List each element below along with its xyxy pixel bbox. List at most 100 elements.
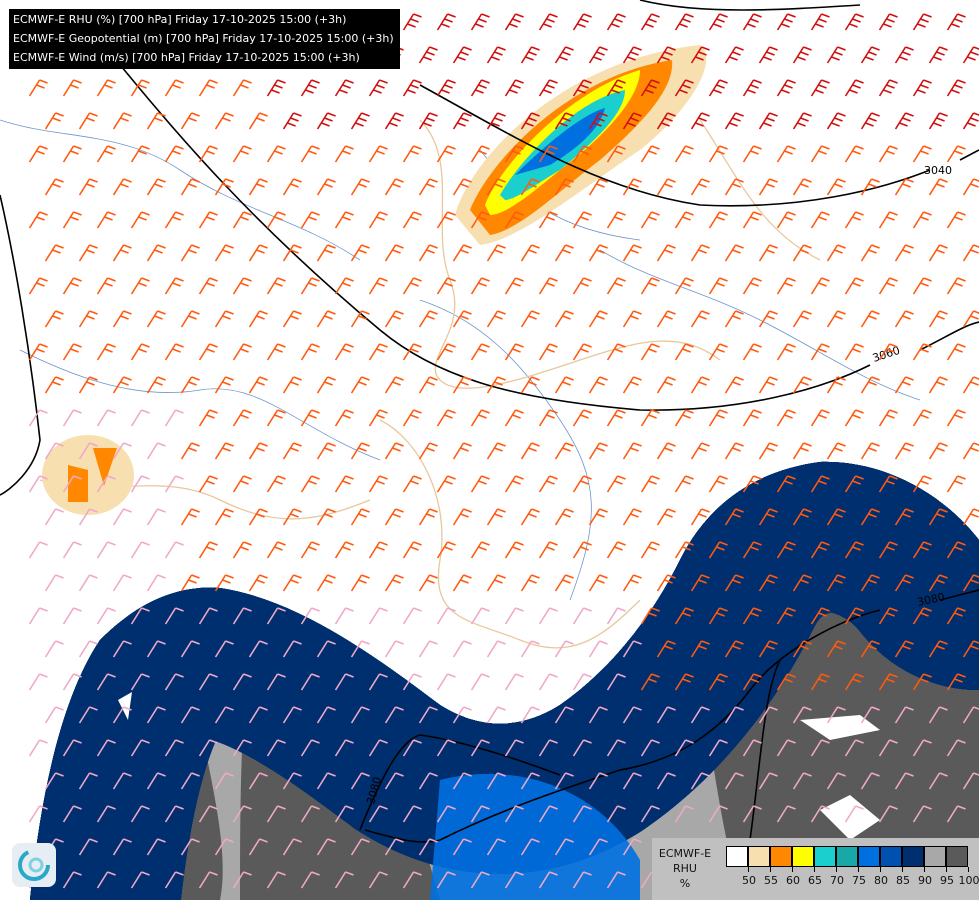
wind-barb	[912, 475, 932, 493]
wind-barb	[810, 13, 830, 31]
wind-barb	[504, 739, 524, 757]
wind-barb	[588, 772, 608, 790]
wind-barb	[860, 508, 880, 526]
wind-barb	[130, 343, 150, 361]
wind-barb	[402, 541, 422, 559]
wind-barb	[44, 178, 64, 196]
wind-barb	[690, 310, 710, 328]
wind-barb	[690, 772, 710, 790]
wind-barb	[44, 442, 64, 460]
wind-barb	[606, 79, 626, 97]
wind-barb	[300, 277, 320, 295]
wind-barb	[316, 508, 336, 526]
wind-barb	[606, 871, 626, 889]
wind-barb	[418, 508, 438, 526]
wind-barb	[538, 673, 558, 691]
wind-barb	[266, 343, 286, 361]
wind-barb	[504, 409, 524, 427]
wind-barb	[112, 244, 132, 262]
wind-barb	[248, 244, 268, 262]
wind-barb	[572, 211, 592, 229]
wind-barb	[554, 310, 574, 328]
wind-barb	[826, 244, 846, 262]
wind-barb	[384, 376, 404, 394]
wind-barb	[708, 211, 728, 229]
wind-barb	[844, 739, 864, 757]
wind-barb	[588, 244, 608, 262]
wind-barb	[724, 244, 744, 262]
wind-barb	[572, 871, 592, 889]
wind-barb	[384, 310, 404, 328]
wind-barb	[622, 640, 642, 658]
wind-barb	[266, 607, 286, 625]
wind-barb	[572, 79, 592, 97]
wind-barb	[266, 79, 286, 97]
wind-barb	[912, 13, 932, 31]
wind-barb	[198, 871, 218, 889]
wind-barb	[844, 343, 864, 361]
wind-barb	[418, 178, 438, 196]
wind-barb	[130, 79, 150, 97]
wind-barb	[214, 442, 234, 460]
wind-barb	[130, 409, 150, 427]
wind-barb	[622, 838, 642, 856]
wind-barb	[504, 211, 524, 229]
wind-barb	[674, 541, 694, 559]
wind-barb	[112, 178, 132, 196]
wind-barb	[758, 772, 778, 790]
wind-barb	[504, 805, 524, 823]
wind-barb	[674, 739, 694, 757]
wind-barb	[588, 442, 608, 460]
wind-barb	[758, 112, 778, 130]
legend-tick-label: 70	[830, 874, 844, 887]
wind-barb	[724, 376, 744, 394]
wind-barb	[742, 673, 762, 691]
wind-barb	[520, 772, 540, 790]
legend-tick-mark	[814, 867, 815, 872]
wind-barb	[146, 376, 166, 394]
wind-barb	[962, 46, 979, 64]
wind-barb	[44, 244, 64, 262]
wind-barb	[860, 376, 880, 394]
wind-barb	[418, 244, 438, 262]
wind-barb	[214, 838, 234, 856]
wind-barb	[96, 739, 116, 757]
wind-barb	[928, 310, 948, 328]
wind-barb	[690, 178, 710, 196]
wind-barb	[368, 673, 388, 691]
contour-label: 3040	[924, 164, 952, 177]
wind-barb	[164, 211, 184, 229]
wind-barb	[894, 640, 914, 658]
wind-barb	[792, 112, 812, 130]
wind-barb	[130, 541, 150, 559]
wind-barb	[572, 805, 592, 823]
wind-barb	[504, 343, 524, 361]
wind-barb	[96, 79, 116, 97]
wind-barb	[62, 277, 82, 295]
wind-barb	[776, 739, 796, 757]
wind-barb	[742, 79, 762, 97]
wind-barb	[742, 145, 762, 163]
wind-barb	[368, 805, 388, 823]
wind-barb	[776, 211, 796, 229]
wind-barb	[538, 409, 558, 427]
wind-barb	[282, 640, 302, 658]
wind-barb	[78, 640, 98, 658]
wind-barb	[690, 508, 710, 526]
wind-barb	[742, 541, 762, 559]
legend-title-line: RHU	[673, 862, 697, 875]
wind-barb	[708, 475, 728, 493]
wind-barb	[486, 46, 506, 64]
wind-barb	[232, 211, 252, 229]
wind-barb	[402, 673, 422, 691]
wind-barb	[28, 409, 48, 427]
legend-tick-mark	[946, 867, 947, 872]
wind-barb	[742, 475, 762, 493]
wind-barb	[894, 310, 914, 328]
wind-barb	[300, 343, 320, 361]
wind-barb	[792, 706, 812, 724]
wind-barb	[402, 211, 422, 229]
wind-barb	[554, 46, 574, 64]
wind-barb	[130, 145, 150, 163]
wind-barb	[844, 607, 864, 625]
